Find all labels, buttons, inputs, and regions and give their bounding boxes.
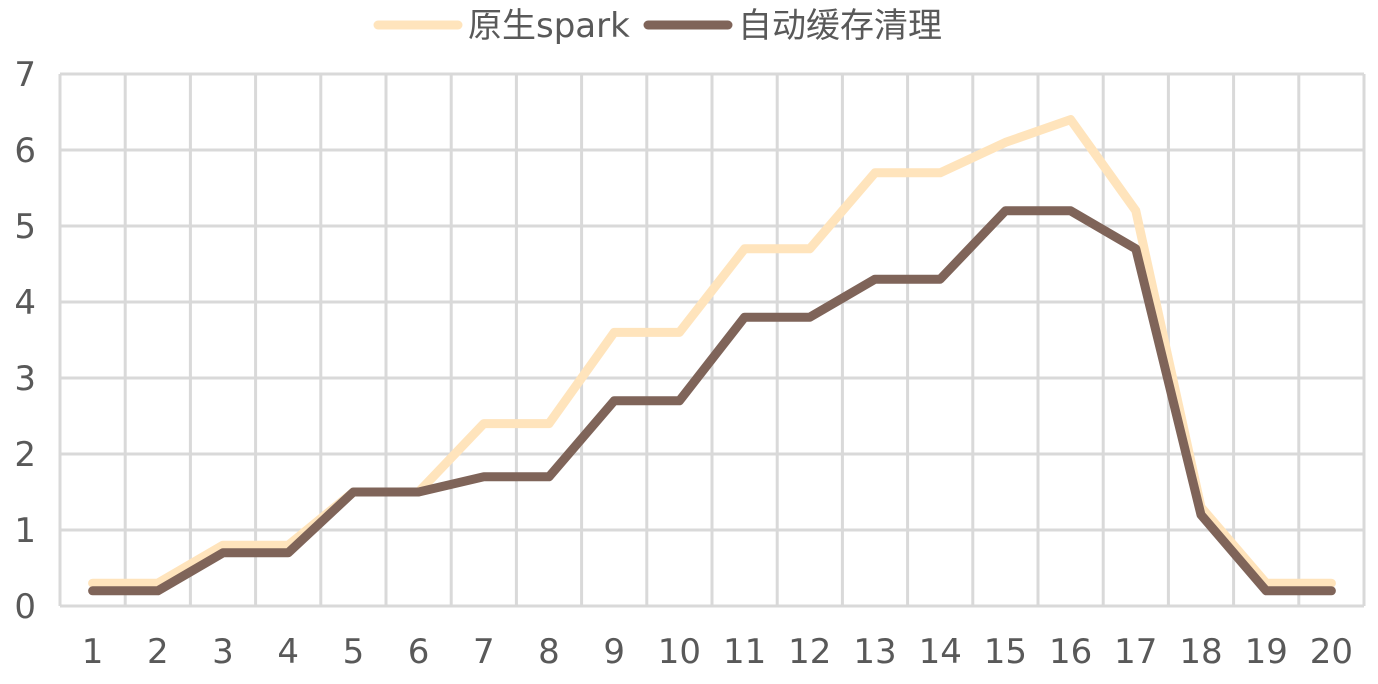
x-tick-label: 19	[1245, 632, 1288, 672]
x-tick-label: 10	[658, 632, 701, 672]
x-tick-label: 6	[408, 632, 430, 672]
legend-label-series-1: 原生spark	[468, 6, 630, 46]
x-tick-label: 4	[277, 632, 299, 672]
series-lines	[88, 115, 1336, 596]
y-axis-tick-labels: 0 1 2 3 4 5 6 7	[14, 55, 36, 627]
x-tick-label: 15	[984, 632, 1027, 672]
x-tick-label: 11	[723, 632, 766, 672]
x-axis-tick-labels: 1 2 3 4 5 6 7 8 9 10 11 12 13 14 15 16 17 18 19 20	[82, 632, 1353, 672]
y-tick-label: 5	[14, 207, 36, 247]
x-tick-label: 8	[538, 632, 560, 672]
y-tick-label: 0	[14, 587, 36, 627]
x-tick-label: 14	[919, 632, 962, 672]
x-tick-label: 1	[82, 632, 104, 672]
y-tick-label: 1	[14, 511, 36, 551]
grid-lines	[58, 72, 1366, 608]
y-tick-label: 6	[14, 131, 36, 171]
x-tick-label: 18	[1179, 632, 1222, 672]
y-tick-label: 3	[14, 359, 36, 399]
series-line-1	[88, 115, 1336, 588]
x-tick-label: 13	[853, 632, 896, 672]
y-tick-label: 2	[14, 435, 36, 475]
y-tick-label: 7	[14, 55, 36, 95]
x-tick-label: 12	[788, 632, 831, 672]
x-tick-label: 5	[343, 632, 365, 672]
x-tick-label: 16	[1049, 632, 1092, 672]
legend-label-series-2: 自动缓存清理	[738, 6, 942, 46]
x-tick-label: 7	[473, 632, 495, 672]
series-line-2	[88, 206, 1336, 596]
y-tick-label: 4	[14, 283, 36, 323]
legend: 原生spark 自动缓存清理	[373, 6, 942, 46]
x-tick-label: 20	[1310, 632, 1353, 672]
x-tick-label: 17	[1114, 632, 1157, 672]
x-tick-label: 2	[147, 632, 169, 672]
x-tick-label: 3	[212, 632, 234, 672]
x-tick-label: 9	[603, 632, 625, 672]
